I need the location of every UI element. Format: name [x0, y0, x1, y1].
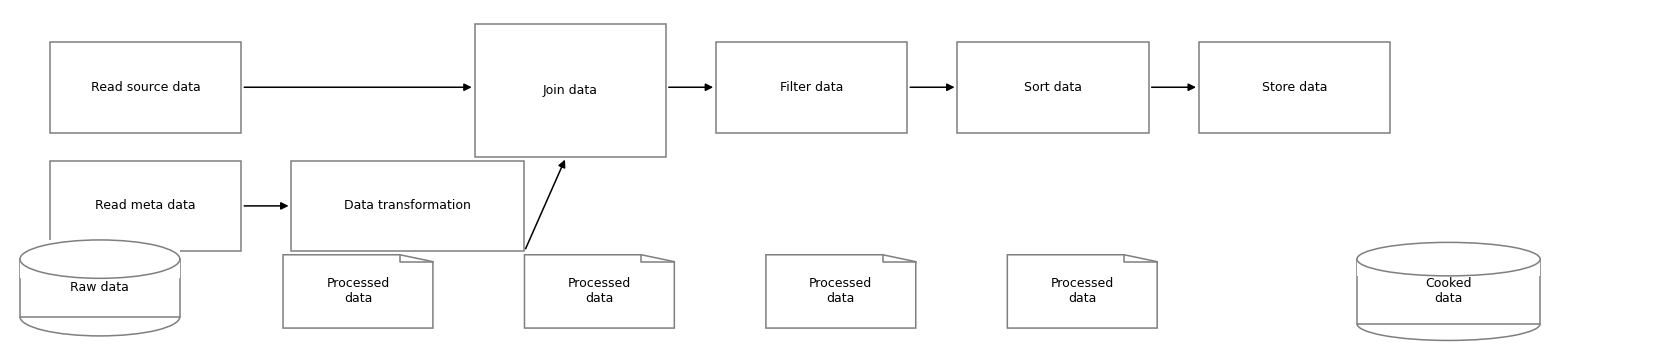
Bar: [20, 259, 180, 317]
Text: Read meta data: Read meta data: [95, 199, 196, 213]
Text: Raw data: Raw data: [70, 281, 130, 295]
FancyBboxPatch shape: [716, 42, 907, 133]
Bar: [1356, 242, 1539, 276]
FancyBboxPatch shape: [1198, 42, 1389, 133]
Bar: [20, 240, 180, 279]
FancyBboxPatch shape: [474, 24, 666, 157]
Polygon shape: [283, 255, 433, 328]
Ellipse shape: [20, 240, 180, 279]
Ellipse shape: [1356, 242, 1539, 276]
FancyBboxPatch shape: [291, 161, 524, 251]
Text: Data transformation: Data transformation: [344, 199, 471, 213]
Text: Filter data: Filter data: [779, 81, 844, 94]
Polygon shape: [765, 255, 915, 328]
Text: Join data: Join data: [542, 84, 597, 97]
Text: Sort data: Sort data: [1023, 81, 1082, 94]
Text: Store data: Store data: [1261, 81, 1326, 94]
Text: Processed
data: Processed data: [567, 277, 631, 305]
Text: Cooked
data: Cooked data: [1424, 277, 1471, 305]
Text: Read source data: Read source data: [92, 81, 200, 94]
FancyBboxPatch shape: [50, 42, 241, 133]
Bar: [1356, 259, 1539, 324]
Polygon shape: [524, 255, 674, 328]
Text: Processed
data: Processed data: [326, 277, 389, 305]
FancyBboxPatch shape: [957, 42, 1148, 133]
Polygon shape: [1007, 255, 1156, 328]
FancyBboxPatch shape: [50, 161, 241, 251]
Text: Processed
data: Processed data: [809, 277, 872, 305]
Text: Processed
data: Processed data: [1050, 277, 1113, 305]
